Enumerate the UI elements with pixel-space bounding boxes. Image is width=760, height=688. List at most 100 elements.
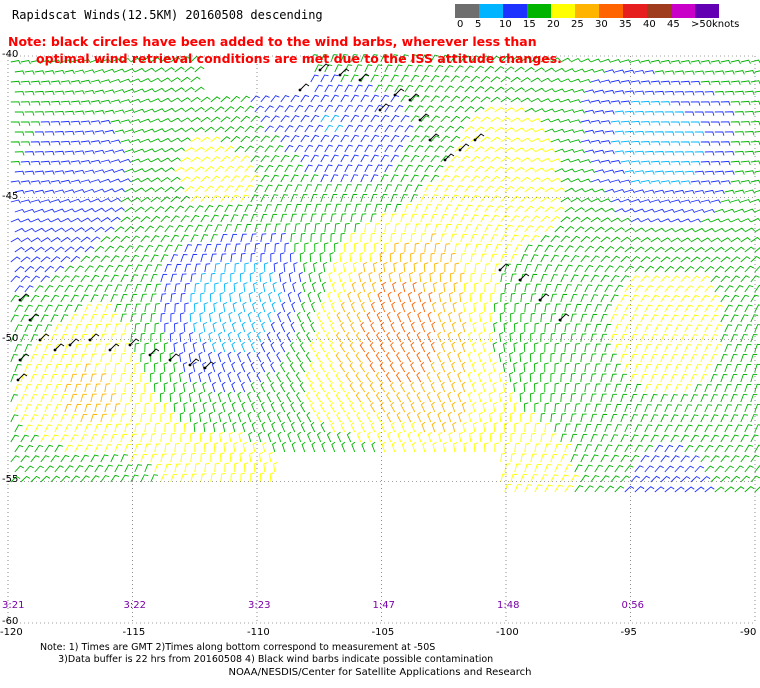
wind-barb [380,134,390,143]
wind-barb [574,383,580,393]
legend-swatch [623,4,647,18]
wind-barb [650,237,661,243]
wind-barb [750,100,760,106]
wind-barb [334,124,344,133]
wind-barb [614,403,622,413]
wind-barb [660,414,669,423]
wind-barb [444,64,454,73]
wind-barb [270,381,276,393]
wind-barb [574,323,581,333]
wind-barb [444,262,449,273]
wind-barb [50,199,61,204]
wind-barb [644,70,655,75]
wind-barb [509,372,514,383]
wind-barb [220,214,229,223]
wind-barb [570,139,581,144]
wind-barb [276,411,282,423]
wind-barb [510,432,515,443]
wind-barb [444,243,451,253]
wind-barb [510,117,521,123]
wind-barb [714,285,724,293]
wind-barb [230,233,238,243]
wind-barb [60,59,71,64]
wind-barb [430,155,440,163]
wind-barb [510,254,518,263]
wind-barb [450,115,461,123]
wind-barb [584,168,595,174]
wind-barb [704,304,713,313]
wind-barb [364,64,373,73]
contaminated-barb [499,263,510,271]
wind-barb [94,464,104,473]
wind-barb [484,146,495,153]
wind-barb [100,99,111,104]
wind-barb [104,89,115,94]
wind-barb [710,180,721,185]
wind-barb [604,150,615,155]
wind-barb [250,381,256,393]
wind-barb [464,224,472,233]
wind-barb [380,421,386,433]
wind-barb [349,342,356,353]
wind-barb [325,392,332,403]
wind-barb [260,341,266,353]
wind-barb [179,332,184,343]
wind-barb [304,223,311,233]
wind-barb [313,262,318,273]
wind-barb [50,294,60,303]
wind-barb [564,148,575,153]
wind-barb [524,167,535,173]
wind-barb [212,341,217,353]
wind-barb [468,311,473,323]
wind-barb [70,236,81,243]
wind-barb [461,361,466,373]
wind-barb [154,443,161,453]
wind-barb [554,283,562,293]
wind-barb [744,90,755,95]
wind-barb [100,353,107,363]
wind-barb [554,402,560,413]
wind-barb [650,455,660,463]
wind-barb [74,90,85,95]
wind-barb [130,118,141,124]
wind-barb [634,444,643,453]
wind-barb [604,444,613,453]
wind-barb [295,372,302,383]
wind-barb [190,253,198,263]
wind-barb [380,54,389,63]
wind-barb [154,147,165,153]
wind-barb [315,331,322,343]
wind-barb [184,166,195,173]
wind-barb [471,381,476,393]
wind-barb [710,218,722,223]
wind-barb [227,411,233,423]
wind-barb [305,352,312,363]
wind-barb [380,114,390,123]
wind-barb [610,59,621,64]
wind-barb [190,292,196,303]
wind-barb [680,60,691,65]
wind-barb [144,443,151,453]
wind-barb [284,184,293,193]
wind-barb [590,139,601,145]
wind-barb [620,333,628,343]
wind-barb [228,311,233,323]
wind-barb [610,159,621,165]
legend-color-bar [455,4,719,18]
wind-barb [734,444,744,453]
wind-barb [574,284,583,293]
wind-barb [420,115,430,123]
wind-barb [457,331,462,343]
wind-barb [330,193,338,203]
wind-barb [130,433,137,443]
wind-barb [64,130,75,136]
wind-barb [554,464,563,473]
wind-barb [301,441,306,453]
wind-barb [478,411,483,423]
wind-barb [50,475,61,483]
wind-barb [367,291,372,303]
wind-barb [160,234,170,243]
wind-barb [514,263,522,273]
wind-barb [90,236,101,243]
wind-barb [513,362,518,373]
